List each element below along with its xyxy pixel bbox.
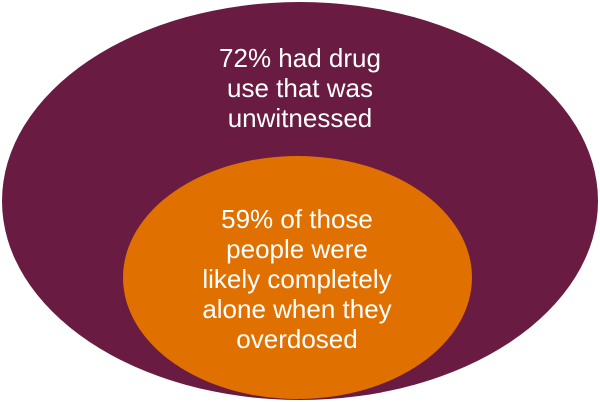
outer-ellipse-label: 72% had drug use that was unwitnessed (219, 43, 381, 133)
inner-ellipse-label: 59% of those people were likely complete… (202, 204, 392, 354)
inner-ellipse (123, 156, 472, 399)
